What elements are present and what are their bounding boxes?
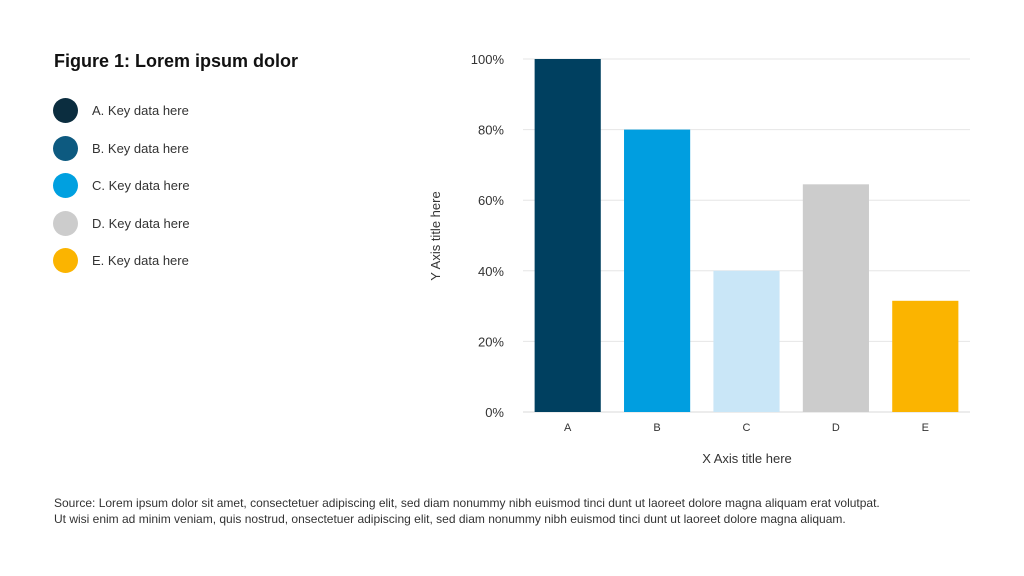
x-tick-label-c: C	[743, 422, 751, 434]
y-tick-label-100: 100%	[471, 52, 505, 67]
figure-title: Figure 1: Lorem ipsum dolor	[54, 51, 299, 71]
bar-chart: 0% 20% 40% 60% 80% 100% A B C D E Y Axis title he…	[420, 40, 980, 485]
x-axis-title: X Axis title here	[702, 451, 792, 466]
legend-item-e: E. Key data here	[53, 248, 353, 274]
legend-label-a: A. Key data here	[92, 103, 189, 118]
source-line-2: Ut wisi enim ad minim veniam, quis nostr…	[54, 512, 846, 526]
y-tick-labels: 0% 20% 40% 60% 80% 100%	[471, 52, 505, 420]
x-tick-label-e: E	[922, 422, 929, 434]
legend-label-e: E. Key data here	[92, 253, 189, 269]
legend-label-d: D. Key data here	[92, 215, 190, 231]
source-note: Source: Lorem ipsum dolor sit amet, cons…	[54, 495, 984, 527]
bar-a	[534, 59, 601, 412]
legend-label-b: B. Key data here	[92, 140, 189, 156]
legend-label-c: C. Key data here	[92, 178, 190, 194]
bar-b	[624, 129, 691, 412]
x-tick-label-d: D	[832, 422, 840, 434]
x-tick-labels: A B C D E	[564, 422, 929, 434]
legend-swatch-a	[53, 98, 78, 123]
y-tick-label-0: 0%	[485, 405, 504, 420]
y-tick-label-60: 60%	[478, 193, 504, 208]
legend-swatch-e	[53, 248, 78, 274]
y-axis-title: Y Axis title here	[428, 191, 443, 280]
y-tick-label-20: 20%	[478, 334, 504, 349]
y-tick-label-80: 80%	[478, 123, 504, 138]
bar-d	[802, 184, 869, 412]
legend-item-c: C. Key data here	[53, 173, 353, 199]
bar-chart-svg: 0% 20% 40% 60% 80% 100% A B C D E Y Axis title he…	[428, 52, 970, 466]
legend: A. Key data here B. Key data here C. Key…	[53, 98, 353, 286]
legend-swatch-d	[53, 210, 78, 236]
x-tick-label-b: B	[653, 422, 660, 434]
bar-c	[713, 270, 780, 412]
legend-item-a: A. Key data here	[53, 98, 353, 123]
bar-e	[892, 300, 959, 412]
legend-item-d: D. Key data here	[53, 210, 353, 236]
legend-swatch-c	[53, 173, 78, 199]
x-tick-label-a: A	[564, 422, 572, 434]
bars	[534, 59, 959, 412]
legend-swatch-b	[53, 135, 78, 161]
legend-item-b: B. Key data here	[53, 135, 353, 161]
y-tick-label-40: 40%	[478, 264, 504, 279]
source-line-1: Source: Lorem ipsum dolor sit amet, cons…	[54, 496, 880, 510]
